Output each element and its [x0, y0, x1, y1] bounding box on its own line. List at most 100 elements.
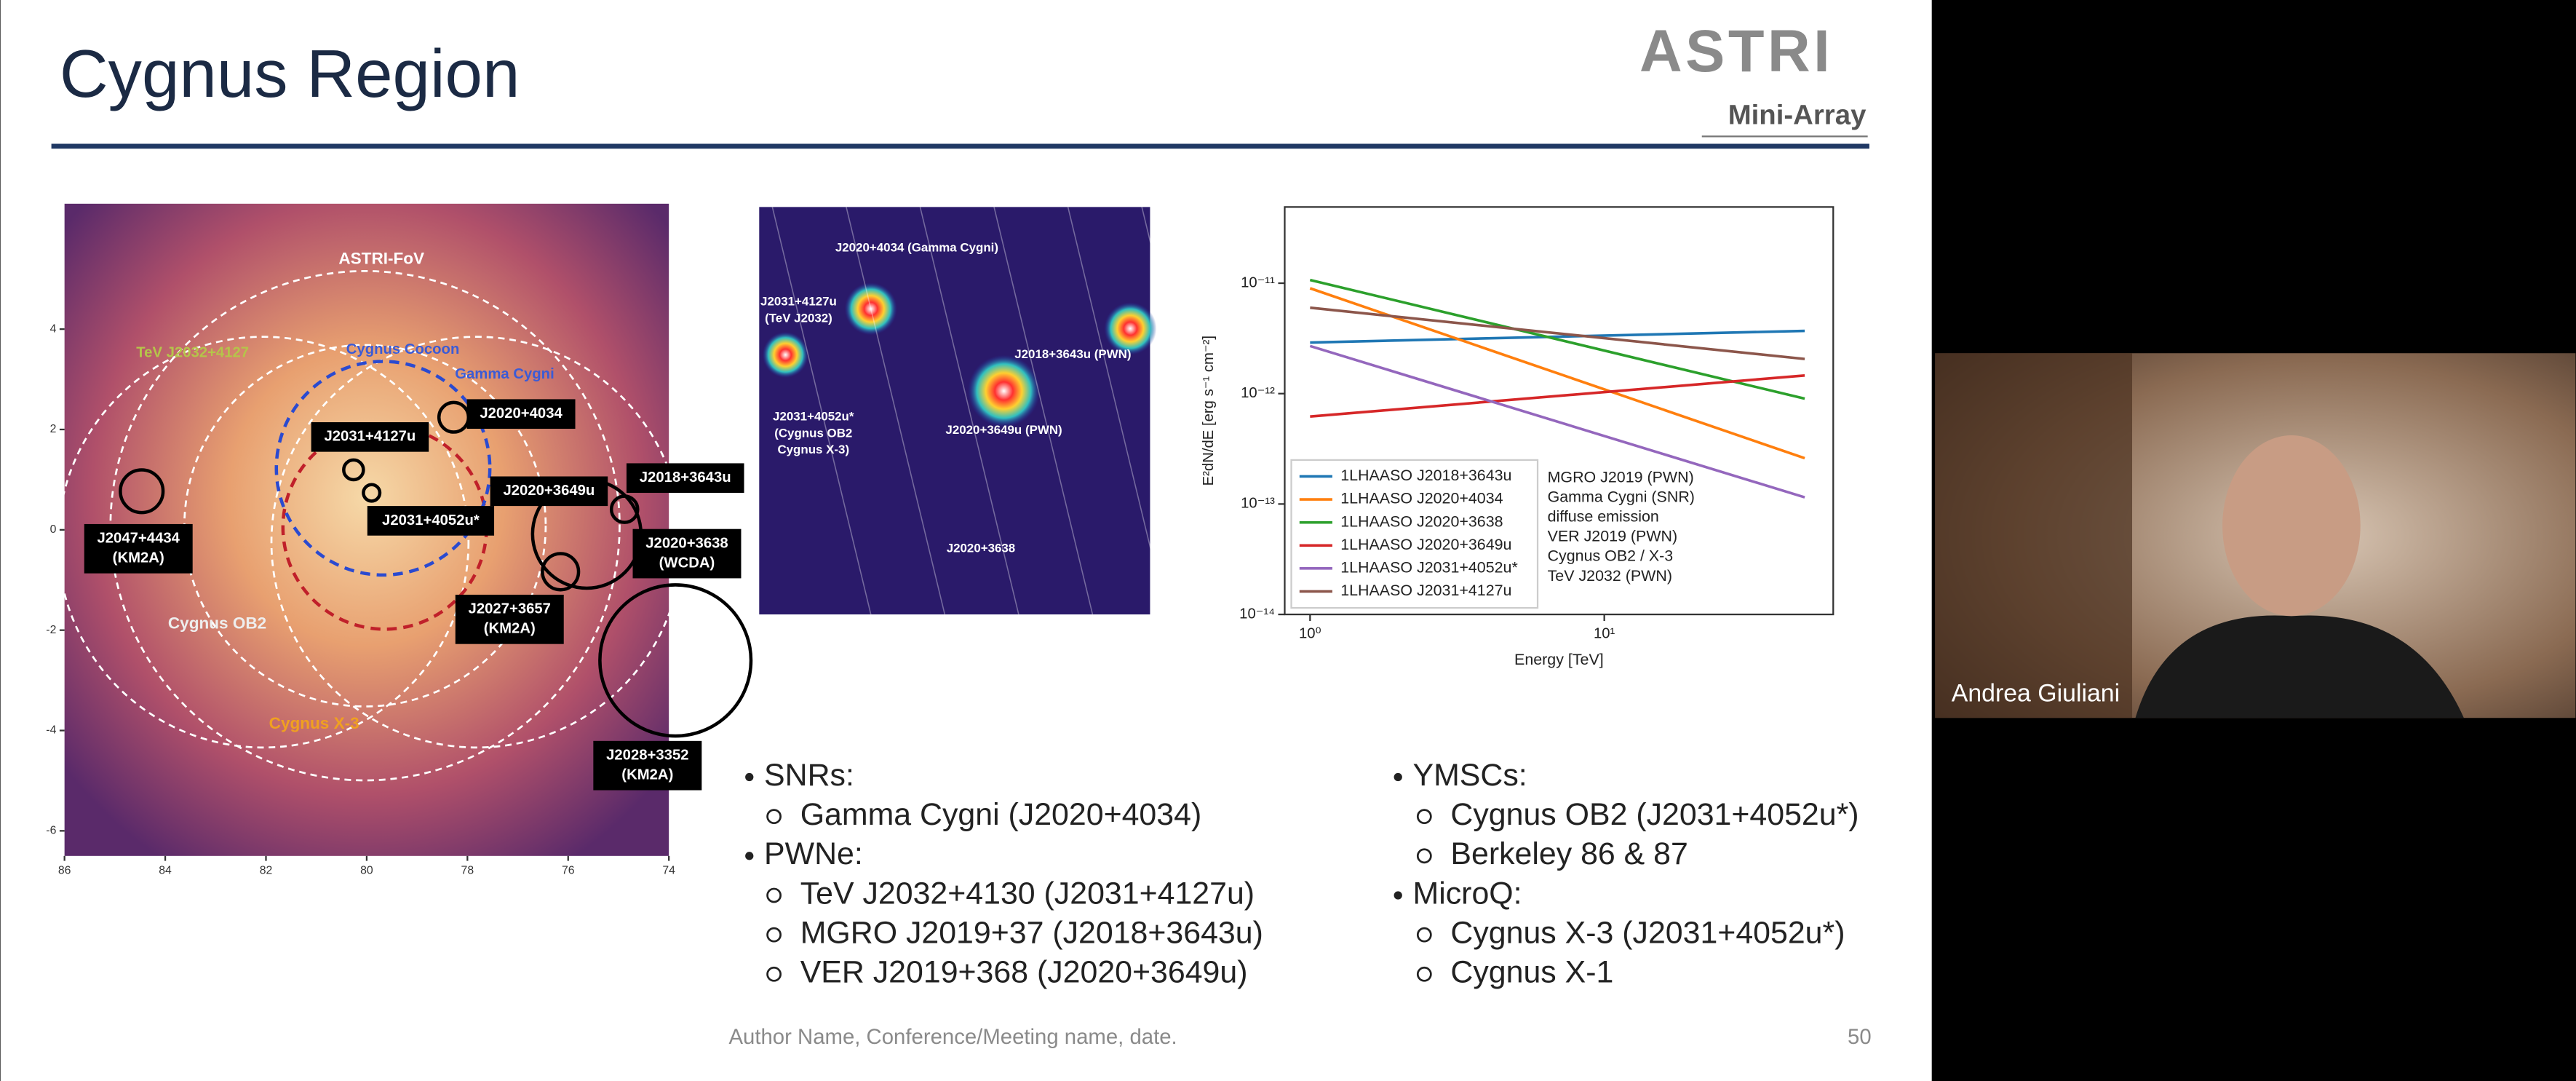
x-tick-label: 84	[159, 864, 172, 876]
map-label: J2031+4052u*	[382, 512, 480, 528]
label-box	[466, 399, 576, 429]
series-line	[1309, 278, 1805, 400]
bullet-item: Cygnus X-1	[1450, 955, 1613, 990]
source-circle	[119, 468, 165, 515]
map-label: J2020+3638	[947, 541, 1016, 555]
bullet-item: VER J2019+368 (J2020+3649u)	[800, 955, 1248, 990]
logo: ASTRI	[1639, 18, 1833, 84]
map-label: Cygnus X-3	[269, 714, 359, 732]
source-circle	[541, 552, 581, 592]
sub-bullet	[1416, 809, 1432, 825]
label-box	[84, 523, 193, 574]
legend-box	[1290, 459, 1539, 609]
source-circle	[609, 494, 640, 524]
source-circle	[342, 458, 365, 482]
bullet-heading: SNRs:	[764, 758, 854, 793]
footer: Author Name, Conference/Meeting name, da…	[728, 1025, 1177, 1049]
legend-label: 1LHAASO J2031+4052u*	[1340, 559, 1518, 577]
bullet	[1394, 891, 1402, 900]
map-label: J2031+4127u	[760, 295, 837, 309]
map-label: J2027+3657	[469, 601, 551, 617]
label-box	[490, 476, 608, 507]
map-label: ASTRI-FoV	[338, 250, 424, 268]
y-tick-label: 10⁻¹¹	[1241, 274, 1275, 290]
legend-note: Cygnus OB2 / X-3	[1548, 547, 1674, 565]
legend-label: 1LHAASO J2031+4127u	[1340, 582, 1511, 599]
legend-note: TeV J2032 (PWN)	[1548, 567, 1672, 585]
map-label: J2031+4052u*	[773, 410, 854, 424]
label-box	[367, 506, 495, 536]
fov-circle	[57, 336, 470, 749]
x-tick-label: 10¹	[1594, 625, 1615, 641]
map-label: J2020+3638	[645, 535, 728, 551]
sub-bullet	[1416, 927, 1432, 943]
bullet-item: TeV J2032+4130 (J2031+4127u)	[800, 876, 1255, 911]
y-tick-label: -2	[46, 624, 56, 636]
map-label: (WCDA)	[659, 555, 715, 571]
bullet	[745, 772, 754, 782]
y-tick-label: -4	[46, 724, 56, 737]
y-tick-label: 10⁻¹⁴	[1239, 606, 1275, 622]
y-tick-label: 4	[50, 322, 57, 335]
y-tick-label: 2	[50, 423, 57, 435]
emission-blob	[967, 355, 1041, 427]
y-tick-label: 10⁻¹³	[1241, 496, 1275, 512]
map-label: Cygnus OB2	[168, 614, 266, 633]
y-tick-label: 10⁻¹²	[1241, 385, 1275, 401]
participant-name: Andrea Giuliani	[1952, 680, 2120, 708]
y-axis-label: E²dN/dE [erg s⁻¹ cm⁻²]	[1201, 336, 1217, 486]
x-tick-label: 76	[562, 864, 575, 876]
map-label: J2018+3643u (PWN)	[1014, 347, 1131, 361]
legend-label: 1LHAASO J2020+3638	[1340, 512, 1503, 530]
bullet-heading: MicroQ:	[1413, 876, 1522, 911]
coord-grid	[993, 207, 1094, 615]
x-tick-label: 80	[360, 864, 373, 876]
label-box	[455, 594, 564, 644]
legend-note: VER J2019 (PWN)	[1548, 528, 1678, 545]
page-number: 50	[1848, 1025, 1872, 1049]
source-circle	[362, 483, 382, 503]
legend-label: 1LHAASO J2020+3649u	[1340, 536, 1511, 553]
y-tick-label: -6	[46, 825, 56, 837]
coord-grid	[1141, 207, 1241, 615]
bullet	[1394, 772, 1402, 782]
bullet-item: Berkeley 86 & 87	[1450, 836, 1687, 871]
legend-label: 1LHAASO J2020+4034	[1340, 490, 1503, 507]
map-label: (TeV J2032)	[765, 311, 832, 325]
logo-subtitle: Mini-Array	[1728, 99, 1867, 130]
label-box	[632, 528, 742, 579]
source-circle	[598, 583, 753, 738]
emission-blob	[762, 331, 809, 379]
map-label: J2020+3649u	[503, 483, 595, 499]
coord-grid	[846, 207, 946, 615]
map-label: TeV J2032+4127	[136, 345, 249, 361]
zoom-map	[759, 207, 1150, 615]
sub-bullet	[766, 927, 782, 943]
bullet-heading: PWNe:	[764, 836, 863, 871]
map-label: Cygnus Cocoon	[346, 341, 460, 357]
map-label: J2031+4127u	[324, 429, 416, 445]
sub-bullet	[1416, 848, 1432, 864]
sub-bullet	[766, 887, 782, 903]
series-line	[1310, 329, 1805, 344]
series-line	[1310, 306, 1805, 360]
map-label: J2028+3352	[606, 748, 688, 764]
x-tick-label: 78	[461, 864, 474, 876]
bullet-item: Cygnus X-3 (J2031+4052u*)	[1450, 915, 1845, 950]
coord-grid	[919, 207, 1019, 615]
coord-grid	[1067, 207, 1167, 615]
map-label: J2047+4434	[97, 531, 180, 547]
map-label: (KM2A)	[113, 550, 164, 566]
bullet-item: Cygnus OB2 (J2031+4052u*)	[1450, 797, 1859, 832]
x-tick-label: 74	[662, 864, 675, 876]
map-label: (KM2A)	[484, 621, 536, 637]
slide-title: Cygnus Region	[60, 36, 520, 111]
legend-label: 1LHAASO J2018+3643u	[1340, 467, 1511, 484]
sub-bullet	[766, 809, 782, 825]
legend-note: diffuse emission	[1548, 508, 1659, 526]
x-tick-label: 86	[58, 864, 71, 876]
bullet-heading: YMSCs:	[1413, 758, 1527, 793]
map-label: J2020+3649u (PWN)	[945, 423, 1062, 437]
